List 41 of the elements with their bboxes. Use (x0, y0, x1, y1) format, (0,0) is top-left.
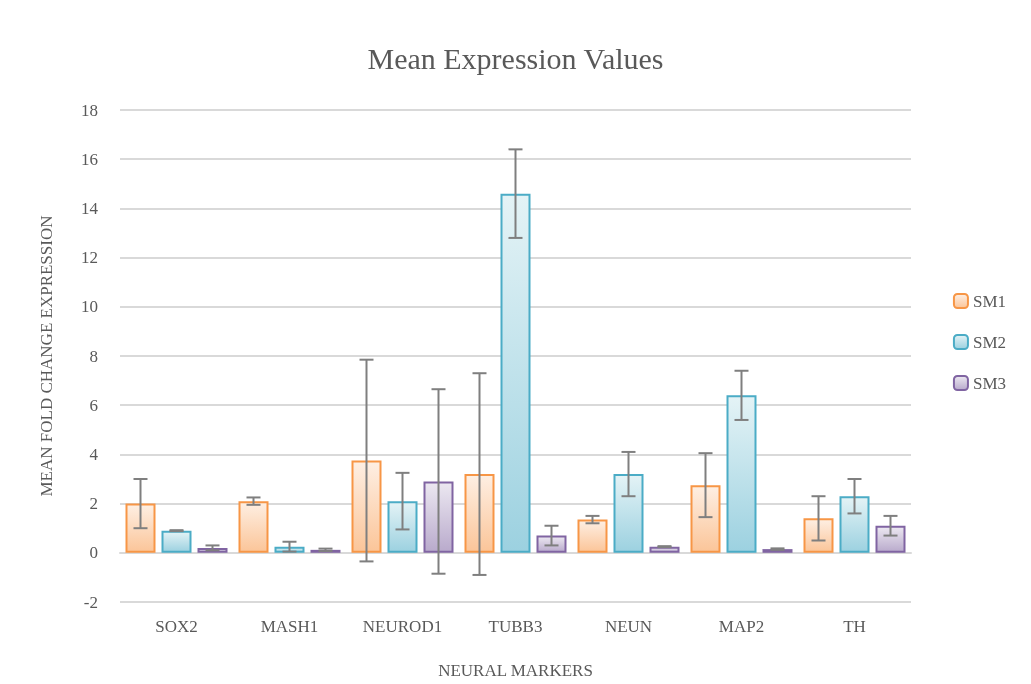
x-tick-label: MAP2 (718, 617, 765, 636)
y-tick-label: 10 (81, 297, 98, 317)
bar (726, 395, 757, 553)
x-tick-label: TUBB3 (488, 617, 543, 636)
y-tick-label: 14 (81, 198, 99, 218)
y-tick-label: 2 (89, 494, 98, 514)
y-tick-label: -2 (83, 592, 98, 612)
bar (536, 535, 567, 553)
x-tick-label: MASH1 (260, 617, 319, 636)
bar (351, 460, 382, 553)
bar (875, 525, 906, 553)
x-tick-label: NEUROD1 (362, 617, 443, 636)
bar (690, 485, 721, 553)
x-tick-label: TH (843, 617, 866, 636)
x-tick-label: NEUN (604, 617, 653, 636)
y-tick-label: 0 (89, 543, 98, 563)
y-tick-label: 4 (89, 444, 99, 464)
x-axis-title: NEURAL MARKERS (438, 661, 593, 680)
y-tick-label: 12 (81, 248, 98, 268)
y-tick-label: 16 (81, 149, 98, 169)
bar (613, 474, 644, 553)
legend-label: SM1 (972, 291, 1007, 311)
bar (649, 546, 680, 553)
bar (464, 474, 495, 553)
bar (577, 519, 608, 553)
bar (387, 501, 418, 553)
y-axis-title: MEAN FOLD CHANGE EXPRESSION (37, 215, 56, 497)
bar (125, 503, 156, 553)
legend-label: SM2 (972, 332, 1007, 352)
bar (238, 501, 269, 553)
y-tick-label: 8 (89, 346, 98, 366)
legend-label: SM3 (972, 373, 1007, 393)
bar (161, 530, 192, 553)
bar (839, 496, 870, 553)
y-tick-label: 6 (89, 395, 98, 415)
chart-title: Mean Expression Values (367, 41, 664, 75)
bar (500, 193, 531, 553)
bar (803, 518, 834, 553)
y-tick-label: 18 (81, 100, 98, 120)
bar (423, 481, 454, 553)
x-tick-label: SOX2 (155, 617, 198, 636)
